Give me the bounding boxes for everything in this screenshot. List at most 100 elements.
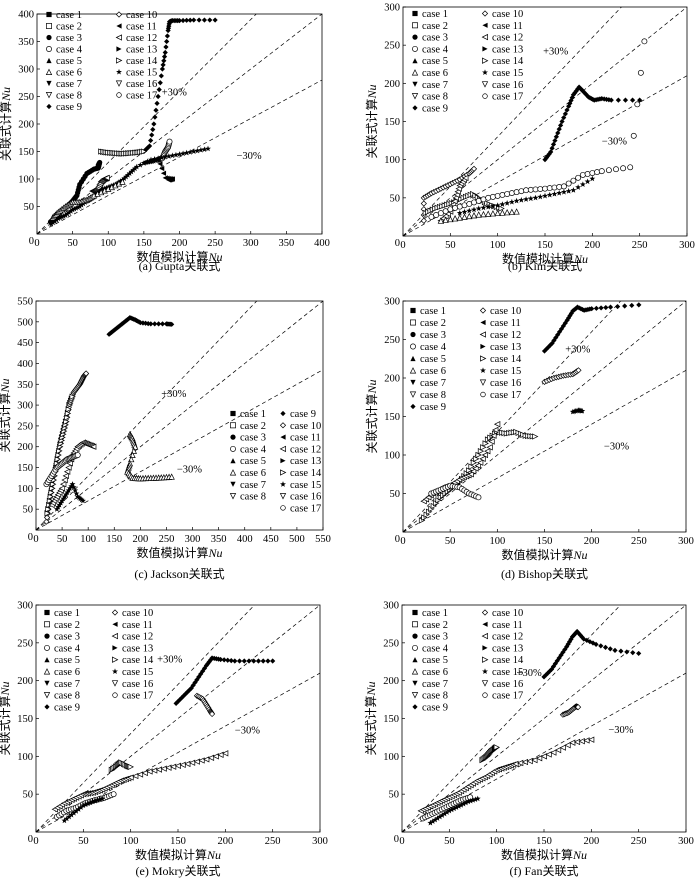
origin-label: 0 [395, 238, 400, 249]
legend-label: case 11 [492, 21, 523, 32]
data-point [551, 190, 558, 197]
legend-marker [480, 367, 486, 374]
data-point [584, 92, 590, 99]
data-point [96, 188, 103, 195]
data-point [183, 149, 190, 156]
data-point [60, 213, 67, 219]
panel-caption: (c) Jackson关联式 [134, 567, 224, 581]
legend-marker [482, 668, 488, 675]
y-tick-label: 50 [389, 790, 400, 801]
data-point [89, 798, 96, 805]
data-point [598, 643, 604, 649]
legend-label: case 4 [240, 444, 267, 455]
data-point [63, 815, 70, 822]
legend-marker [409, 367, 417, 374]
data-point [66, 209, 73, 216]
data-point [207, 754, 215, 762]
data-point [543, 155, 550, 161]
legend-marker [412, 657, 418, 663]
legend-marker [230, 445, 236, 452]
data-point [570, 177, 577, 184]
data-point [80, 497, 86, 504]
legend-marker [279, 445, 286, 453]
data-point [146, 768, 153, 775]
legend-label: case 6 [56, 68, 82, 79]
y-tick-label: 200 [17, 442, 33, 453]
data-point [518, 197, 525, 203]
data-point [550, 749, 557, 756]
legend-label: case 4 [422, 44, 449, 55]
legend-label: case 12 [122, 632, 153, 643]
y-tick-label: 50 [390, 489, 401, 500]
legend-marker [410, 343, 416, 350]
legend-label: case 1 [56, 10, 82, 21]
legend-label: case 7 [240, 480, 266, 491]
data-point [565, 188, 572, 194]
legend-marker [46, 34, 52, 41]
data-point [221, 750, 229, 757]
legend-marker [482, 57, 489, 64]
legend-label: case 6 [240, 468, 266, 479]
data-point [207, 17, 213, 23]
panel-caption: (d) Bishop关联式 [501, 567, 588, 581]
data-point [127, 774, 134, 781]
data-point [196, 17, 202, 23]
y-tick-label: 100 [384, 155, 400, 166]
data-point [573, 88, 579, 94]
data-point [521, 758, 529, 766]
data-point [198, 757, 205, 764]
data-point [70, 809, 77, 816]
data-point [460, 800, 467, 807]
x-tick-label: 350 [279, 238, 295, 249]
x-tick-label: 300 [678, 836, 694, 847]
legend-label: case 12 [126, 33, 157, 44]
data-point [49, 485, 56, 492]
data-point [76, 494, 83, 501]
legend-label: case 3 [240, 433, 266, 444]
legend-marker [46, 23, 52, 29]
data-point [82, 370, 90, 377]
data-point [246, 658, 252, 664]
x-tick-label: 300 [243, 238, 259, 249]
data-point [447, 215, 454, 223]
parity-line [36, 605, 320, 832]
data-point [69, 393, 76, 400]
legend-label: case 9 [422, 103, 448, 114]
data-point [228, 658, 234, 664]
data-point [458, 802, 465, 808]
y-tick-label: 300 [383, 601, 399, 612]
legend-label: case 12 [490, 330, 521, 341]
y-tick-label: 150 [384, 412, 400, 423]
data-point [190, 148, 197, 155]
data-point [598, 168, 605, 175]
data-point [564, 742, 571, 749]
data-point [461, 208, 468, 215]
legend-label: case 9 [56, 102, 82, 113]
legend-marker [229, 469, 237, 476]
reference-lines [402, 605, 686, 832]
data-series [47, 17, 218, 227]
legend-label: case 2 [422, 620, 448, 631]
legend-marker [46, 46, 52, 52]
data-point [157, 161, 163, 167]
data-point [562, 111, 568, 117]
y-tick-label: 300 [17, 601, 33, 612]
legend-label: case 14 [122, 655, 154, 666]
data-point [636, 650, 642, 657]
legend-label: case 1 [422, 9, 448, 20]
legend-marker [482, 621, 488, 627]
data-point [197, 147, 204, 153]
data-point [593, 641, 599, 647]
data-point [74, 493, 81, 500]
data-point [560, 323, 566, 329]
data-point [51, 218, 58, 224]
data-point [85, 800, 92, 807]
legend-label: case 12 [492, 33, 523, 44]
legend-marker [480, 391, 486, 398]
legend-label: case 7 [420, 378, 446, 389]
data-point [212, 753, 219, 760]
data-point [434, 815, 441, 821]
x-tick-label: 100 [489, 536, 505, 547]
